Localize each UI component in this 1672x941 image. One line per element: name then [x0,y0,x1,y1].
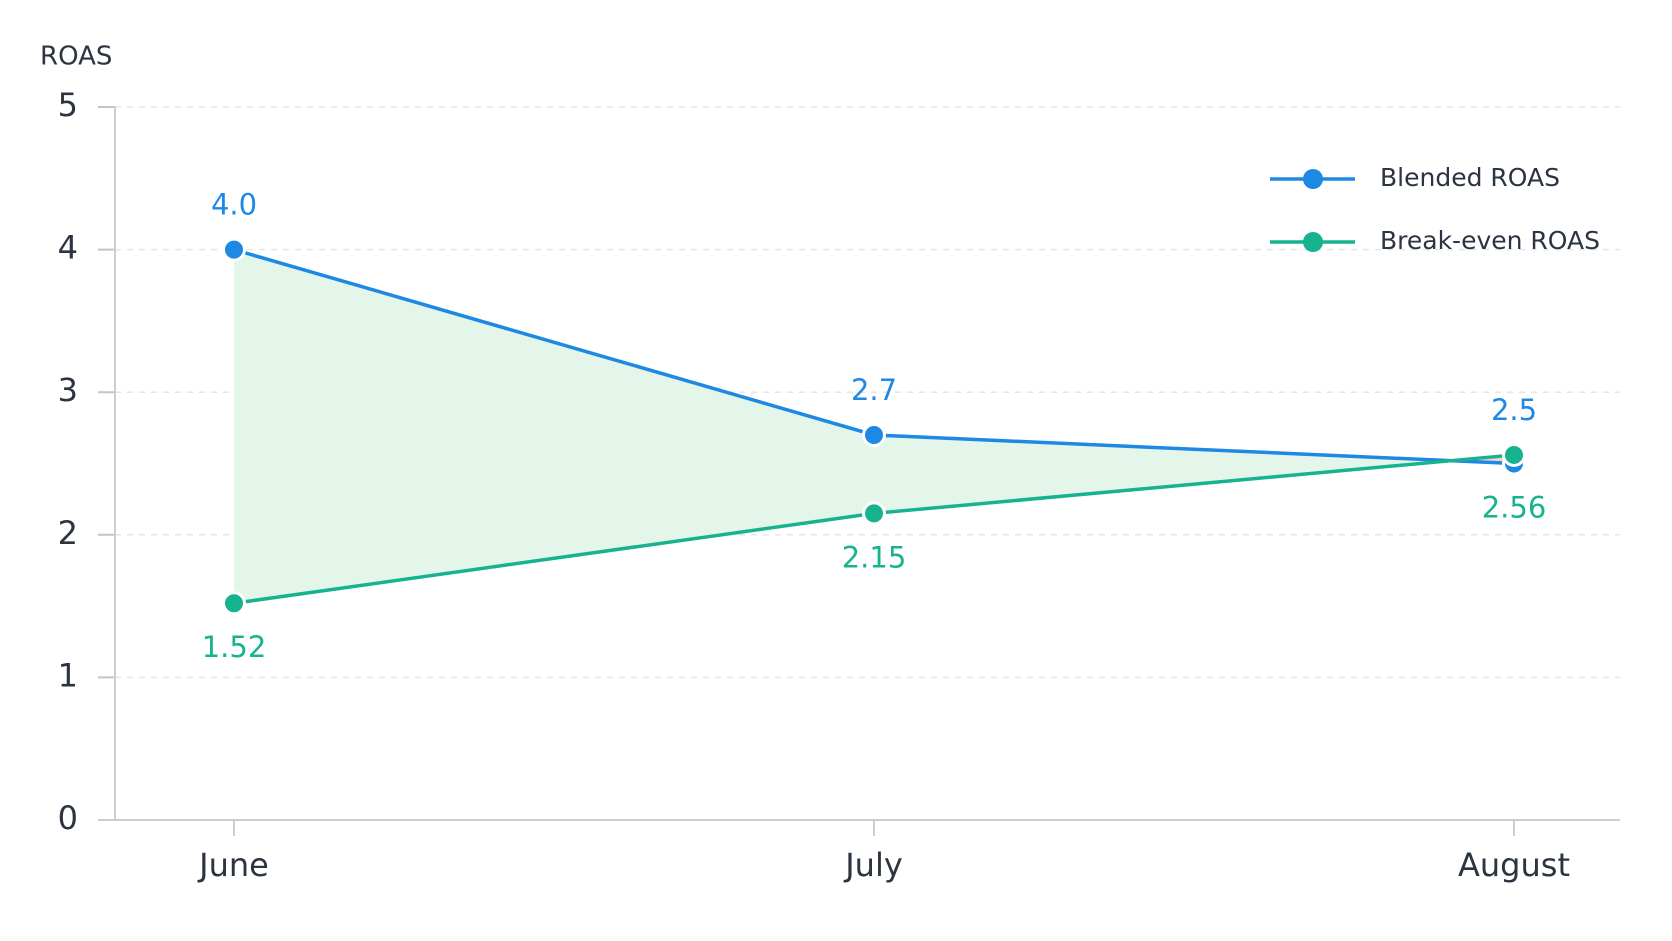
point [222,591,246,616]
data-label: 1.52 [202,630,267,664]
data-label: 2.15 [842,540,907,574]
data-label: 2.7 [851,373,897,407]
data-label: 2.5 [1491,393,1537,427]
y-tick-label: 3 [58,371,78,409]
x-tick-label: August [1458,846,1570,884]
point [1502,442,1526,467]
data-label: 4.0 [211,188,257,222]
y-tick-label: 5 [58,86,78,124]
legend-label: Break-even ROAS [1380,226,1600,255]
x-tick-label: July [843,846,903,884]
y-tick-label: 0 [58,799,78,837]
y-tick-label: 4 [58,229,78,267]
point [862,501,886,526]
legend-marker [1303,169,1323,189]
y-axis-label: ROAS [40,42,112,72]
y-tick-label: 2 [58,514,78,552]
gap-area [234,249,874,604]
legend-label: Blended ROAS [1380,163,1560,192]
point [222,237,246,262]
legend-marker [1303,232,1323,252]
data-label: 2.56 [1482,491,1547,525]
x-tick-label: June [197,846,269,884]
y-tick-label: 1 [58,656,78,694]
point [862,422,886,447]
